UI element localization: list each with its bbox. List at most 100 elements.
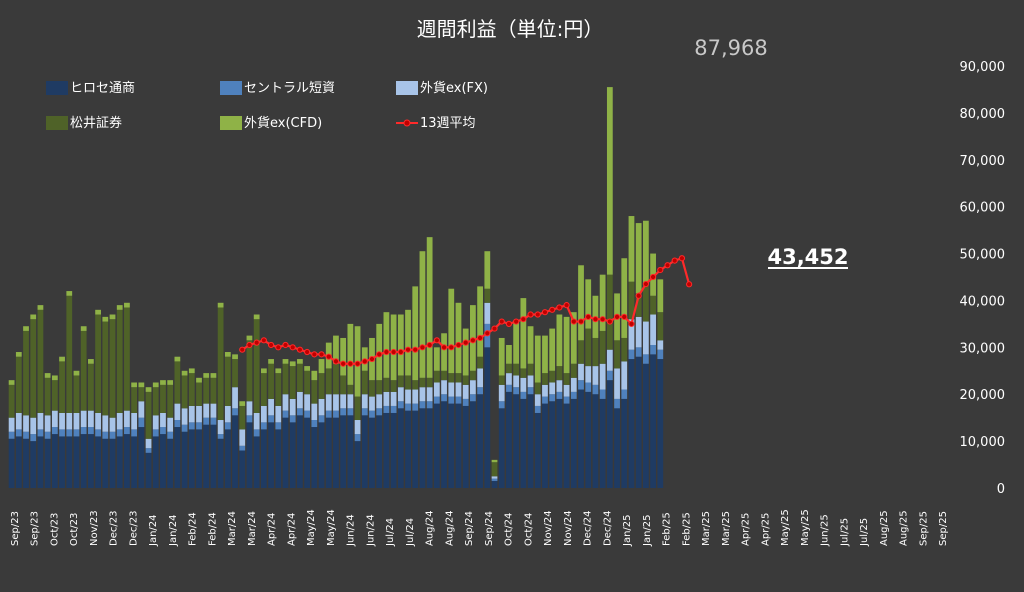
bar-segment-1-week-50	[361, 415, 368, 488]
bar-segment-3-week-36	[260, 405, 267, 423]
bar-segment-3-week-69	[498, 384, 505, 402]
bar-segment-4-week-54	[390, 380, 397, 392]
bar-segment-1-week-18	[131, 436, 138, 488]
bar-segment-1-week-53	[383, 412, 390, 488]
bar-segment-2-week-32	[232, 408, 238, 416]
bar-segment-1-week-67	[484, 347, 491, 488]
bar-segment-1-week-38	[275, 429, 282, 488]
average-point-26	[419, 344, 426, 351]
bar-segment-2-week-57	[412, 403, 419, 411]
bar-segment-3-week-68	[491, 476, 498, 479]
bar-segment-5-week-43	[311, 370, 318, 381]
bar-segment-3-week-82	[592, 366, 599, 385]
bar-segment-3-week-35	[253, 412, 260, 430]
bar-segment-3-week-9	[66, 412, 73, 430]
x-tick-label-44: Jul/25	[859, 518, 870, 547]
bar-segment-2-week-12	[88, 427, 94, 435]
bar-segment-2-week-55	[397, 401, 404, 409]
bar-segment-5-week-32	[232, 354, 238, 360]
bar-segment-3-week-10	[73, 412, 80, 430]
bar-segment-4-week-18	[131, 387, 138, 413]
bar-segment-3-week-28	[203, 403, 210, 418]
bar-segment-1-week-89	[643, 363, 649, 488]
y-tick-label-9: 80,000	[960, 107, 1006, 122]
legend: ヒロセ通商 セントラル短資 外貨ex(FX) 松井証券 外貨ex(CFD) 13週平均	[46, 80, 488, 131]
bar-segment-1-week-51	[369, 417, 375, 488]
bar-segment-2-week-69	[498, 401, 505, 409]
bar-segment-5-week-62	[448, 288, 455, 374]
average-point-11	[311, 351, 318, 358]
bar-segment-5-week-81	[585, 279, 592, 329]
bar-segment-1-week-54	[390, 412, 397, 488]
bar-segment-3-week-57	[412, 389, 419, 404]
bar-segment-3-week-25	[181, 408, 188, 425]
bar-segment-5-week-17	[124, 302, 130, 308]
legend-label-4: 松井証券	[70, 115, 122, 131]
bar-segment-5-week-3	[23, 326, 29, 331]
bar-segment-3-week-8	[59, 412, 65, 430]
bar-segment-4-week-13	[95, 314, 101, 413]
bar-segment-4-week-55	[397, 375, 404, 388]
average-point-63	[686, 281, 693, 288]
bar-segment-3-week-16	[116, 412, 123, 430]
bar-segment-4-week-78	[563, 373, 570, 385]
average-point-33	[469, 337, 476, 344]
x-tick-label-19: Jun/24	[365, 514, 376, 547]
x-tick-label-13: Mar/24	[247, 511, 258, 546]
legend-swatch-2	[220, 81, 242, 95]
bar-segment-2-week-4	[30, 434, 37, 442]
x-tick-label-28: Nov/24	[543, 510, 554, 546]
x-tick-label-47: Sep/25	[918, 511, 929, 546]
bar-segment-3-week-63	[455, 382, 462, 397]
bar-segment-4-week-51	[369, 380, 375, 397]
bar-segment-4-week-71	[513, 363, 520, 376]
bar-segment-4-week-21	[152, 387, 159, 416]
bar-segment-3-week-83	[599, 363, 606, 390]
bar-segment-5-week-26	[188, 368, 195, 374]
average-point-29	[440, 344, 448, 351]
bar-segment-2-week-91	[657, 349, 664, 360]
bar-segment-2-week-75	[542, 396, 548, 404]
bar-segment-3-week-67	[484, 302, 491, 324]
bar-segment-5-week-83	[599, 274, 606, 331]
bar-segment-3-week-84	[606, 349, 613, 371]
bar-segment-1-week-49	[354, 441, 361, 488]
bar-segment-1-week-5	[37, 436, 44, 488]
bar-segment-2-week-76	[549, 394, 556, 402]
bar-segment-1-week-4	[30, 441, 37, 488]
bar-segment-4-week-24	[174, 361, 181, 404]
average-point-1	[239, 346, 246, 353]
bar-segment-1-week-11	[80, 434, 87, 488]
bar-segment-1-week-8	[59, 436, 65, 488]
bar-segment-3-week-48	[347, 394, 354, 409]
bar-segment-3-week-7	[51, 410, 58, 428]
average-point-18	[361, 358, 368, 365]
bar-segment-1-week-32	[232, 415, 238, 488]
bar-segment-2-week-2	[15, 429, 22, 437]
bar-segment-3-week-81	[585, 366, 592, 383]
bar-segment-1-week-69	[498, 408, 505, 488]
bar-segment-2-week-3	[23, 431, 29, 439]
x-tick-label-27: Oct/24	[523, 513, 534, 546]
bar-segment-3-week-30	[217, 420, 224, 435]
average-point-31	[455, 341, 462, 349]
bar-segment-2-week-45	[325, 410, 332, 418]
bar-segment-2-week-68	[491, 478, 498, 481]
bar-segment-3-week-65	[470, 380, 476, 395]
bar-segment-4-week-89	[643, 284, 649, 322]
bar-segment-4-week-14	[102, 321, 109, 416]
bar-segment-1-week-17	[124, 434, 130, 488]
bar-segment-1-week-27	[196, 429, 202, 488]
x-tick-label-8: Jan/24	[148, 514, 159, 547]
bar-segment-4-week-88	[635, 293, 642, 317]
bar-segment-5-week-89	[643, 220, 649, 285]
average-point-50	[592, 316, 599, 323]
bar-segment-2-week-15	[109, 431, 116, 439]
bar-segment-1-week-57	[412, 410, 419, 488]
x-tick-label-7: Dec/23	[128, 511, 139, 546]
bar-segment-3-week-73	[527, 375, 534, 388]
bar-segment-2-week-25	[181, 424, 188, 432]
bar-segment-4-week-37	[268, 363, 274, 399]
bar-segment-2-week-51	[369, 410, 375, 418]
bar-segment-4-week-53	[383, 377, 390, 392]
